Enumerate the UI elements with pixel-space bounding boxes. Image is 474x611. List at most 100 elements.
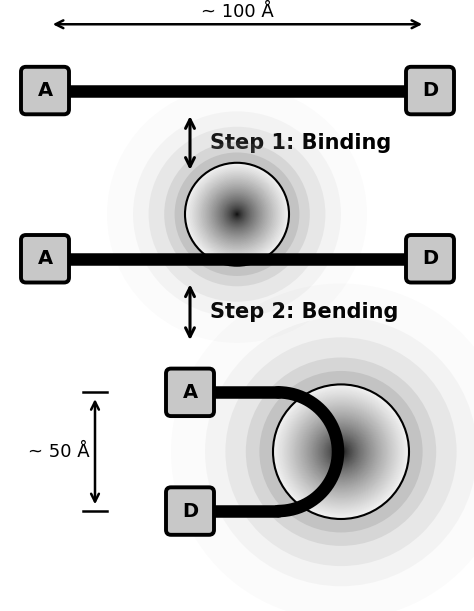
Circle shape (193, 171, 281, 257)
Circle shape (207, 185, 267, 244)
Circle shape (275, 386, 407, 518)
Circle shape (337, 447, 345, 456)
Circle shape (308, 419, 374, 485)
Text: Step 2: Bending: Step 2: Bending (210, 302, 398, 322)
Circle shape (221, 198, 253, 230)
Circle shape (212, 189, 262, 240)
Circle shape (186, 163, 288, 265)
Circle shape (287, 398, 395, 505)
Circle shape (210, 188, 264, 241)
Circle shape (285, 396, 397, 507)
Circle shape (334, 445, 348, 458)
Circle shape (224, 202, 250, 227)
Circle shape (316, 427, 365, 476)
Circle shape (331, 442, 351, 462)
Circle shape (259, 371, 423, 532)
Circle shape (235, 212, 239, 216)
Circle shape (283, 393, 400, 510)
Circle shape (226, 337, 456, 566)
Circle shape (335, 446, 347, 458)
Circle shape (279, 390, 403, 513)
Circle shape (297, 408, 385, 496)
Circle shape (281, 392, 401, 511)
Circle shape (232, 210, 242, 219)
FancyBboxPatch shape (166, 488, 214, 535)
Circle shape (305, 416, 377, 487)
Circle shape (232, 209, 242, 219)
Circle shape (214, 191, 260, 238)
Circle shape (320, 431, 362, 473)
Circle shape (332, 444, 349, 460)
Circle shape (196, 174, 278, 255)
Circle shape (187, 165, 287, 264)
Circle shape (230, 208, 244, 221)
Circle shape (324, 435, 358, 469)
Circle shape (303, 414, 379, 489)
Circle shape (211, 189, 263, 240)
Circle shape (214, 192, 260, 236)
Circle shape (204, 181, 270, 247)
Circle shape (300, 411, 382, 492)
Circle shape (215, 192, 259, 236)
Circle shape (314, 425, 368, 478)
Circle shape (191, 169, 283, 259)
Circle shape (275, 387, 406, 516)
Circle shape (186, 164, 288, 265)
Circle shape (205, 183, 269, 246)
Circle shape (197, 175, 277, 254)
Circle shape (320, 431, 361, 472)
Circle shape (310, 420, 373, 483)
Circle shape (339, 450, 343, 453)
Circle shape (313, 424, 369, 480)
Circle shape (295, 406, 387, 497)
Circle shape (197, 174, 277, 254)
Circle shape (203, 181, 271, 247)
Circle shape (302, 413, 380, 491)
Circle shape (280, 391, 402, 512)
Circle shape (188, 166, 286, 263)
Circle shape (235, 211, 239, 217)
Circle shape (317, 428, 365, 475)
Circle shape (287, 399, 394, 505)
Circle shape (202, 180, 272, 248)
Circle shape (200, 178, 274, 251)
Circle shape (199, 177, 275, 252)
Text: A: A (37, 249, 53, 268)
Circle shape (337, 448, 345, 455)
Circle shape (190, 167, 284, 261)
Circle shape (236, 213, 238, 216)
Circle shape (309, 420, 374, 484)
Circle shape (332, 442, 350, 461)
Circle shape (300, 411, 383, 493)
Circle shape (212, 190, 262, 239)
Circle shape (218, 196, 256, 233)
Circle shape (304, 415, 378, 489)
Circle shape (312, 423, 370, 480)
Circle shape (223, 200, 251, 229)
Text: Step 1: Binding: Step 1: Binding (210, 133, 391, 153)
Circle shape (234, 211, 240, 218)
Circle shape (194, 172, 280, 257)
Circle shape (199, 177, 275, 252)
Text: A: A (37, 81, 53, 100)
Circle shape (218, 195, 256, 233)
Circle shape (219, 197, 255, 232)
Circle shape (328, 439, 354, 464)
Circle shape (231, 208, 243, 220)
Circle shape (299, 409, 383, 494)
Circle shape (191, 169, 283, 260)
Circle shape (286, 397, 396, 507)
Circle shape (298, 409, 384, 494)
Circle shape (340, 451, 342, 453)
Circle shape (202, 180, 272, 249)
FancyBboxPatch shape (21, 235, 69, 282)
Circle shape (276, 388, 406, 516)
Circle shape (291, 402, 391, 501)
FancyBboxPatch shape (21, 67, 69, 114)
Circle shape (293, 404, 389, 499)
Circle shape (190, 168, 284, 260)
Circle shape (274, 386, 408, 518)
Circle shape (204, 182, 270, 246)
Circle shape (307, 418, 375, 485)
Circle shape (210, 187, 264, 241)
